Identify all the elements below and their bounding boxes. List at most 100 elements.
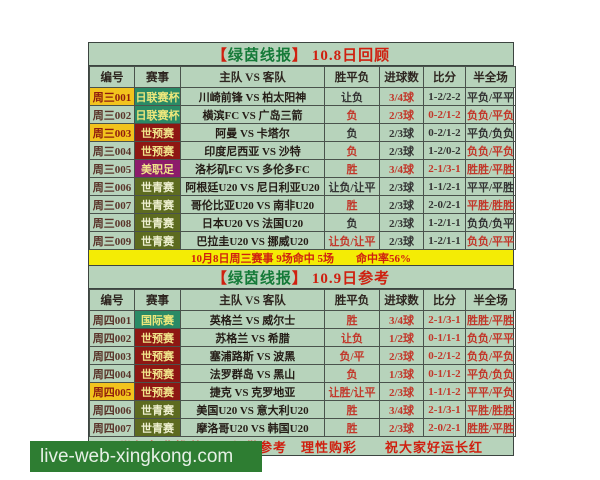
- cell-match-id: 周四003: [89, 346, 135, 365]
- title-brand: 绿茵线报: [227, 47, 292, 64]
- cell-score: 0-1/1-2: [423, 364, 466, 383]
- cell-half-full: 胜胜/平胜: [465, 159, 516, 178]
- cell-score: 1-1/1-2: [423, 382, 466, 401]
- cell-goals: 2/3球: [379, 213, 424, 232]
- cell-teams: 横滨FC VS 广岛三箭: [180, 105, 325, 124]
- cell-league-badge: 世青赛: [134, 177, 181, 196]
- review-title: 【绿茵线报】 10.8日回顾: [89, 43, 513, 66]
- column-header: 比分: [423, 289, 466, 311]
- table-row: 周四006 世青赛 美国U20 VS 意大利U20 胜 3/4球 2-1/3-1 平胜/胜胜: [89, 400, 516, 419]
- cell-teams: 英格兰 VS 威尔士: [180, 310, 325, 329]
- cell-win-draw-lose: 胜: [324, 418, 380, 437]
- cell-match-id: 周四004: [89, 364, 135, 383]
- cell-half-full: 负负/负平: [465, 213, 516, 232]
- cell-score: 2-1/3-1: [423, 400, 466, 419]
- cell-half-full: 平平/平负: [465, 382, 516, 401]
- column-header: 胜平负: [324, 289, 380, 311]
- cell-win-draw-lose: 胜: [324, 159, 380, 178]
- table-row: 周三001 日联赛杯 川崎前锋 VS 柏太阳神 让负 3/4球 1-2/2-2 平负/平平: [89, 87, 516, 106]
- column-header: 半全场: [465, 289, 516, 311]
- cell-score: 2-0/2-1: [423, 195, 466, 214]
- cell-win-draw-lose: 让负/让平: [324, 231, 380, 250]
- cell-half-full: 负负/平平: [465, 328, 516, 347]
- cell-league-badge: 世预赛: [134, 364, 181, 383]
- title-date: 10.9日参考: [311, 270, 391, 287]
- cell-goals: 3/4球: [379, 310, 424, 329]
- cell-half-full: 平负/平平: [465, 87, 516, 106]
- summary-text: 10月8日周三赛事 9场命中 5场 命中率56%: [191, 252, 411, 265]
- cell-league-badge: 世青赛: [134, 231, 181, 250]
- cell-win-draw-lose: 让负/让平: [324, 177, 380, 196]
- cell-match-id: 周三009: [89, 231, 135, 250]
- cell-match-id: 周四002: [89, 328, 135, 347]
- table-row: 周四002 世预赛 苏格兰 VS 希腊 让负 1/2球 0-1/1-1 负负/平平: [89, 328, 516, 347]
- cell-goals: 1/2球: [379, 328, 424, 347]
- cell-teams: 摩洛哥U20 VS 韩国U20: [180, 418, 325, 437]
- cell-goals: 2/3球: [379, 105, 424, 124]
- table-row: 周三006 世青赛 阿根廷U20 VS 尼日利亚U20 让负/让平 2/3球 1-1/2-…: [89, 177, 516, 196]
- cell-match-id: 周四007: [89, 418, 135, 437]
- cell-teams: 印度尼西亚 VS 沙特: [180, 141, 325, 160]
- column-header: 赛事: [134, 66, 181, 88]
- cell-score: 2-1/3-1: [423, 310, 466, 329]
- cell-score: 0-2/1-2: [423, 346, 466, 365]
- cell-match-id: 周三007: [89, 195, 135, 214]
- column-header: 编号: [89, 66, 135, 88]
- cell-win-draw-lose: 胜: [324, 310, 380, 329]
- column-header: 主队 VS 客队: [180, 289, 325, 311]
- forecast-table: 编号 赛事 主队 VS 客队 胜平负 进球数 比分 半全场 周四001 国际赛 英格兰 VS 威…: [89, 289, 516, 437]
- cell-teams: 川崎前锋 VS 柏太阳神: [180, 87, 325, 106]
- table-row: 周三005 美职足 洛杉矶FC VS 多伦多FC 胜 3/4球 2-1/3-1 胜胜/平胜: [89, 159, 516, 178]
- cell-teams: 巴拉圭U20 VS 挪威U20: [180, 231, 325, 250]
- cell-league-badge: 国际赛: [134, 310, 181, 329]
- cell-half-full: 负负/平负: [465, 105, 516, 124]
- cell-half-full: 负负/平平: [465, 231, 516, 250]
- cell-score: 2-1/3-1: [423, 159, 466, 178]
- cell-league-badge: 世青赛: [134, 418, 181, 437]
- cell-teams: 日本U20 VS 法国U20: [180, 213, 325, 232]
- cell-league-badge: 世预赛: [134, 141, 181, 160]
- cell-match-id: 周三008: [89, 213, 135, 232]
- table-row: 周四007 世青赛 摩洛哥U20 VS 韩国U20 胜 2/3球 2-0/2-1 胜胜/平胜: [89, 418, 516, 437]
- cell-league-badge: 世预赛: [134, 328, 181, 347]
- cell-half-full: 平胜/胜胜: [465, 195, 516, 214]
- cell-league-badge: 世预赛: [134, 382, 181, 401]
- column-header: 进球数: [379, 66, 424, 88]
- column-header: 比分: [423, 66, 466, 88]
- title-bracket-open: 【: [211, 270, 228, 287]
- cell-league-badge: 日联赛杯: [134, 87, 181, 106]
- table-row: 周三002 日联赛杯 横滨FC VS 广岛三箭负 2/3球 0-2/1-2 负负/平负: [89, 105, 516, 124]
- title-brand: 绿茵线报: [227, 270, 292, 287]
- cell-teams: 洛杉矶FC VS 多伦多FC: [180, 159, 325, 178]
- summary-bar: 10月8日周三赛事 9场命中 5场 命中率56%: [89, 250, 513, 266]
- title-bracket-close: 】: [291, 47, 308, 64]
- title-date: 10.8日回顾: [311, 47, 391, 64]
- cell-score: 0-1/1-1: [423, 328, 466, 347]
- cell-league-badge: 世预赛: [134, 123, 181, 142]
- header-row: 编号 赛事 主队 VS 客队 胜平负 进球数 比分 半全场: [89, 66, 516, 88]
- table-row: 周三003 世预赛 阿曼 VS 卡塔尔负 2/3球 0-2/1-2 平负/负负: [89, 123, 516, 142]
- cell-win-draw-lose: 负/平: [324, 346, 380, 365]
- cell-teams: 塞浦路斯 VS 波黑: [180, 346, 325, 365]
- cell-teams: 法罗群岛 VS 黑山: [180, 364, 325, 383]
- cell-match-id: 周四001: [89, 310, 135, 329]
- table-row: 周三007 世青赛 哥伦比亚U20 VS 南非U20 胜 2/3球 2-0/2-1 平胜/胜…: [89, 195, 516, 214]
- cell-teams: 捷克 VS 克罗地亚: [180, 382, 325, 401]
- cell-match-id: 周三002: [89, 105, 135, 124]
- cell-league-badge: 世青赛: [134, 400, 181, 419]
- cell-win-draw-lose: 让负: [324, 328, 380, 347]
- table-row: 周四004 世预赛 法罗群岛 VS 黑山负 1/3球 0-1/1-2 平负/负负: [89, 364, 516, 383]
- cell-match-id: 周四005: [89, 382, 135, 401]
- table-row: 周四003 世预赛 塞浦路斯 VS 波黑 负/平 2/3球 0-2/1-2 负负/平负: [89, 346, 516, 365]
- cell-half-full: 胜胜/平胜: [465, 310, 516, 329]
- cell-match-id: 周四006: [89, 400, 135, 419]
- title-bracket-open: 【: [211, 47, 228, 64]
- cell-teams: 美国U20 VS 意大利U20: [180, 400, 325, 419]
- cell-win-draw-lose: 让胜/让平: [324, 382, 380, 401]
- cell-win-draw-lose: 负: [324, 141, 380, 160]
- forecast-title: 【绿茵线报】 10.9日参考: [89, 266, 513, 289]
- cell-league-badge: 世青赛: [134, 213, 181, 232]
- cell-score: 0-2/1-2: [423, 105, 466, 124]
- cell-half-full: 平平/平胜: [465, 177, 516, 196]
- cell-league-badge: 世预赛: [134, 346, 181, 365]
